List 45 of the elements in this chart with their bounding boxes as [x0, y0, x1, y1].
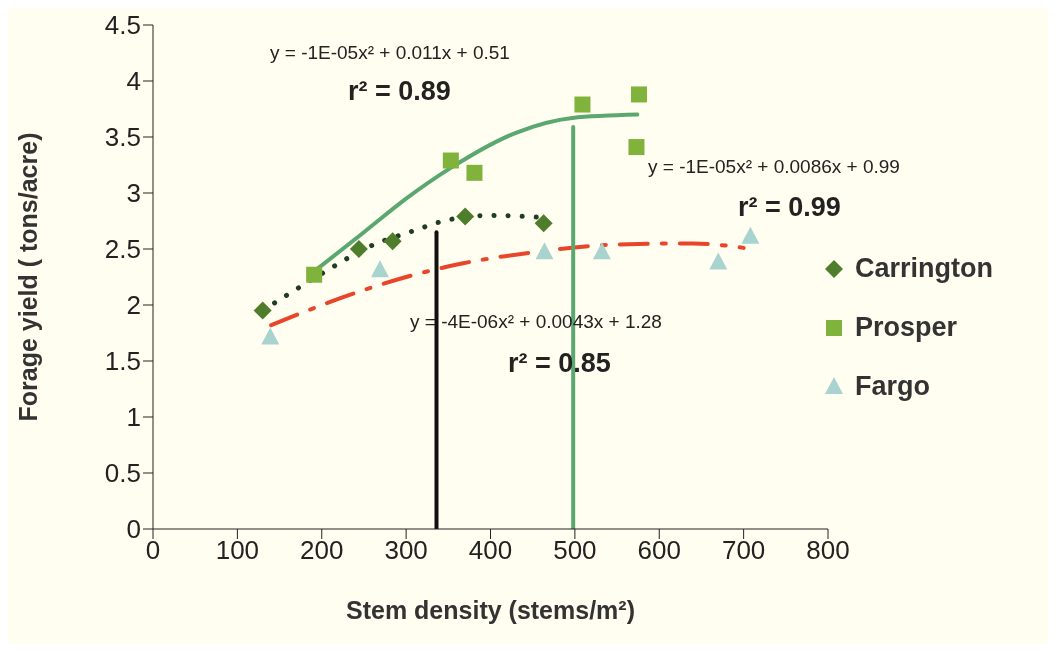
- point: [253, 301, 272, 320]
- y-tick-label: 4.5: [104, 10, 141, 41]
- y-tick-label: 1.5: [104, 346, 141, 377]
- y-tick-label: 2: [126, 290, 141, 321]
- point: [306, 266, 323, 283]
- legend-label: Prosper: [854, 312, 959, 343]
- x-axis-title: Stem density (stems/m²): [346, 596, 635, 624]
- y-tick-label: 0: [126, 514, 141, 545]
- point: [370, 260, 389, 278]
- y-tick-label: 1: [126, 402, 141, 433]
- point: [709, 252, 728, 270]
- y-axis-title: Forage yield ( tons/acre): [13, 132, 42, 422]
- x-tick-label: 600: [637, 535, 681, 566]
- annotation: y = -1E-05x² + 0.0086x + 0.99: [648, 156, 900, 178]
- point: [592, 242, 611, 260]
- point: [349, 240, 368, 258]
- point: [261, 327, 280, 345]
- x-tick-label: 500: [553, 535, 597, 566]
- point: [383, 232, 402, 251]
- y-tick-label: 0.5: [104, 458, 141, 489]
- y-tick-label: 3.5: [104, 122, 141, 153]
- point: [442, 152, 459, 169]
- x-tick-label: 300: [384, 535, 428, 566]
- point: [456, 207, 475, 226]
- annotation: r² = 0.99: [738, 192, 841, 223]
- x-tick-label: 200: [300, 535, 344, 566]
- y-tick-label: 4: [126, 66, 141, 97]
- annotation: y = -1E-05x² + 0.011x + 0.51: [270, 42, 510, 64]
- y-tick-label: 3: [126, 178, 141, 209]
- point: [574, 96, 591, 113]
- point: [534, 214, 553, 233]
- y-tick-label: 2.5: [104, 234, 141, 265]
- point: [628, 139, 645, 156]
- x-tick-label: 0: [145, 535, 161, 566]
- annotation: r² = 0.89: [348, 76, 451, 107]
- point: [631, 86, 647, 103]
- point: [741, 226, 760, 244]
- x-tick-label: 100: [215, 535, 260, 566]
- point: [535, 242, 554, 260]
- x-tick-label: 700: [721, 535, 766, 566]
- legend-label: Carrington: [854, 253, 993, 284]
- x-tick-label: 400: [468, 535, 513, 566]
- x-tick-label: 800: [806, 535, 850, 566]
- legend-label: Fargo: [854, 371, 931, 402]
- point: [466, 164, 483, 181]
